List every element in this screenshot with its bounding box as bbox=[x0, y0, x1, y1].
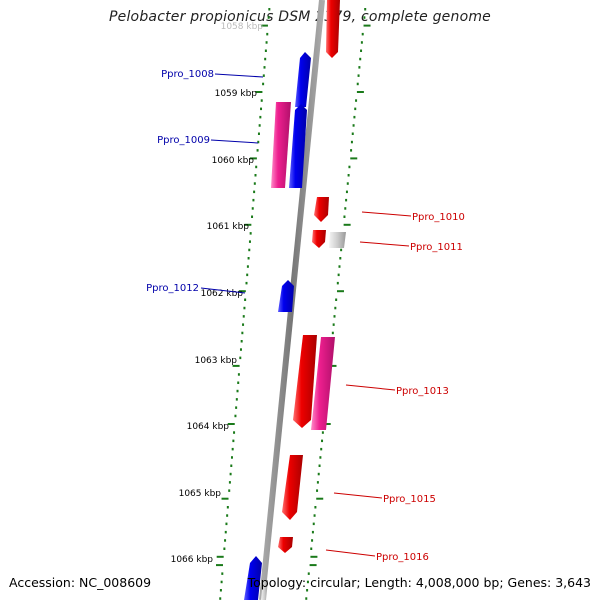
leader-line bbox=[361, 211, 412, 217]
label-leaders bbox=[200, 73, 412, 557]
scale-ticks-outer bbox=[305, 8, 371, 600]
leader-line bbox=[210, 139, 259, 144]
scale-label: 1060 kbp bbox=[212, 156, 255, 166]
scale-label: 1062 kbp bbox=[201, 289, 244, 299]
map-title: Pelobacter propionicus DSM 2379, complet… bbox=[109, 9, 491, 25]
scale-label: 1065 kbp bbox=[179, 489, 222, 499]
gene-labels: Ppro_1008 Ppro_1009 Ppro_1012 Ppro_1010 … bbox=[146, 69, 465, 563]
gene-arrow-forward[interactable] bbox=[244, 556, 262, 600]
feature-arrow-ppro_1011[interactable] bbox=[329, 232, 346, 248]
scale-label: 1066 kbp bbox=[171, 555, 214, 565]
gene-label-ppro_1016[interactable]: Ppro_1016 bbox=[376, 552, 429, 563]
gene-arrow-ppro_1008[interactable] bbox=[295, 52, 311, 107]
gene-arrow-ppro_1013[interactable] bbox=[293, 335, 317, 428]
cds-arrow-ppro_1009[interactable] bbox=[271, 102, 291, 188]
leader-line bbox=[345, 384, 396, 391]
topology-text: Topology: circular; Length: 4,008,000 bp… bbox=[247, 575, 591, 590]
gene-arrow-ppro_1011[interactable] bbox=[312, 230, 326, 248]
features bbox=[244, 0, 346, 600]
gene-label-ppro_1009[interactable]: Ppro_1009 bbox=[157, 135, 210, 146]
gene-label-ppro_1008[interactable]: Ppro_1008 bbox=[161, 69, 214, 80]
leader-line bbox=[325, 549, 376, 557]
accession-text: Accession: NC_008609 bbox=[9, 575, 152, 590]
scale-label: 1058 kbp bbox=[221, 22, 264, 32]
leader-line bbox=[333, 492, 383, 499]
scale-label: 1059 kbp bbox=[215, 89, 258, 99]
gene-label-ppro_1012[interactable]: Ppro_1012 bbox=[146, 283, 199, 294]
gene-arrow-ppro_1010[interactable] bbox=[314, 197, 329, 222]
leader-line bbox=[359, 241, 410, 247]
gene-label-ppro_1013[interactable]: Ppro_1013 bbox=[396, 386, 449, 397]
gene-arrow-reverse[interactable] bbox=[326, 0, 340, 58]
gene-arrow-ppro_1012[interactable] bbox=[278, 280, 294, 312]
gene-arrow-ppro_1016[interactable] bbox=[278, 537, 293, 553]
leader-line bbox=[200, 287, 246, 294]
scale-label: 1063 kbp bbox=[195, 356, 238, 366]
scale-ticks-inner bbox=[215, 8, 271, 600]
gene-arrow-ppro_1015[interactable] bbox=[282, 455, 303, 520]
leader-line bbox=[214, 73, 264, 78]
gene-label-ppro_1011[interactable]: Ppro_1011 bbox=[410, 242, 463, 253]
gene-label-ppro_1015[interactable]: Ppro_1015 bbox=[383, 494, 436, 505]
cds-arrow-ppro_1013[interactable] bbox=[311, 337, 335, 430]
scale-label: 1064 kbp bbox=[187, 422, 230, 432]
gene-arrow-ppro_1009[interactable] bbox=[289, 104, 307, 188]
gene-arrow-forward-grey[interactable] bbox=[261, 580, 268, 600]
scale-labels: 1058 kbp 1059 kbp 1060 kbp 1061 kbp 1062… bbox=[171, 22, 264, 565]
scale-label: 1061 kbp bbox=[207, 222, 250, 232]
gene-label-ppro_1010[interactable]: Ppro_1010 bbox=[412, 212, 465, 223]
